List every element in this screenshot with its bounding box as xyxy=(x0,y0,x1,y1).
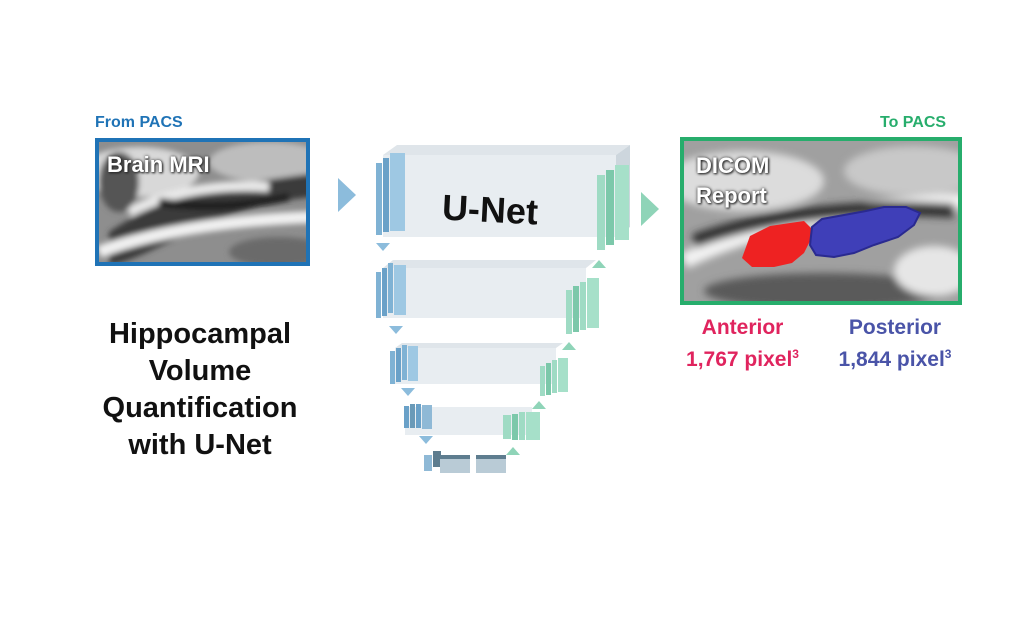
brain-mri-label: Brain MRI xyxy=(107,152,210,177)
up-arrow-icon xyxy=(562,342,576,350)
down-arrow-icon xyxy=(419,436,433,444)
unet-level-3 xyxy=(390,343,568,396)
anterior-unit-power: 3 xyxy=(792,347,799,361)
unet-level-4 xyxy=(404,404,540,440)
unet-label: U-Net xyxy=(441,187,539,233)
output-arrow-icon xyxy=(641,192,659,226)
up-arrow-icon xyxy=(506,447,520,455)
to-pacs-label: To PACS xyxy=(880,114,947,131)
up-arrow-icon xyxy=(532,401,546,409)
down-arrow-icon xyxy=(376,243,390,251)
dicom-texture xyxy=(684,141,958,301)
posterior-segmentation xyxy=(808,206,922,259)
posterior-value: 1,844 pixel xyxy=(838,348,945,371)
posterior-volume: Posterior 1,844 pixel3 xyxy=(830,315,960,373)
up-arrow-icon xyxy=(592,260,606,268)
title-line-4: with U-Net xyxy=(128,429,272,461)
from-pacs-label: From PACS xyxy=(95,114,183,131)
posterior-value-line: 1,844 pixel3 xyxy=(830,341,960,373)
dicom-report-text: DICOM Report xyxy=(696,151,769,211)
down-arrow-icon xyxy=(401,388,415,396)
down-arrow-icon xyxy=(389,326,403,334)
unet-bottleneck xyxy=(424,451,506,473)
unet-level-2 xyxy=(376,260,599,334)
posterior-label: Posterior xyxy=(848,316,942,339)
posterior-unit-power: 3 xyxy=(944,347,952,361)
title-line-2: Volume xyxy=(148,355,252,387)
brain-mri-image: Brain MRI xyxy=(95,138,310,266)
anterior-value-line: 1,767 pixel3 xyxy=(680,341,805,373)
title-line-3: Quantification xyxy=(102,392,298,424)
dicom-report-image: DICOM Report xyxy=(680,137,962,305)
mri-texture xyxy=(99,142,306,262)
anterior-label: Anterior xyxy=(701,316,784,339)
anterior-value: 1,767 pixel xyxy=(686,348,793,371)
anterior-volume: Anterior 1,767 pixel3 xyxy=(680,315,805,373)
anterior-segmentation xyxy=(742,221,812,267)
title-line-1: Hippocampal xyxy=(108,318,292,350)
input-arrow-icon xyxy=(338,178,356,212)
unet-level-1 xyxy=(376,145,630,250)
dicom-label: DICOM xyxy=(696,153,770,178)
report-label: Report xyxy=(696,183,767,208)
figure-title: Hippocampal Volume Quantification with U… xyxy=(60,316,340,464)
